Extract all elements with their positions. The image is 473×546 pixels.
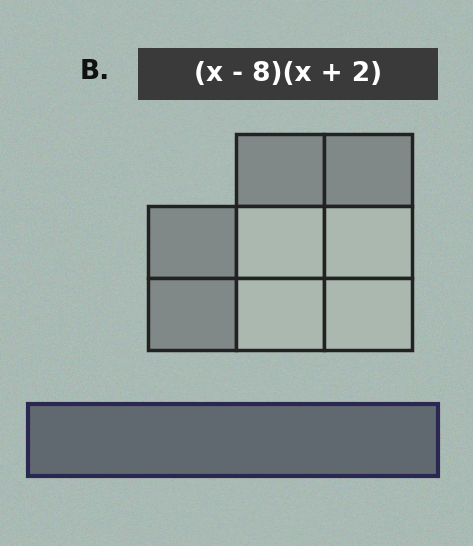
Bar: [324, 278, 412, 350]
Bar: [148, 206, 236, 278]
Bar: [28, 404, 438, 476]
Bar: [236, 278, 324, 350]
Text: B.: B.: [80, 59, 110, 85]
Bar: [236, 206, 324, 278]
Bar: [148, 278, 236, 350]
Bar: [236, 134, 324, 206]
Bar: [324, 206, 412, 278]
Text: (x - 8)(x + 2): (x - 8)(x + 2): [194, 61, 382, 87]
Bar: [324, 134, 412, 206]
FancyBboxPatch shape: [138, 48, 438, 100]
